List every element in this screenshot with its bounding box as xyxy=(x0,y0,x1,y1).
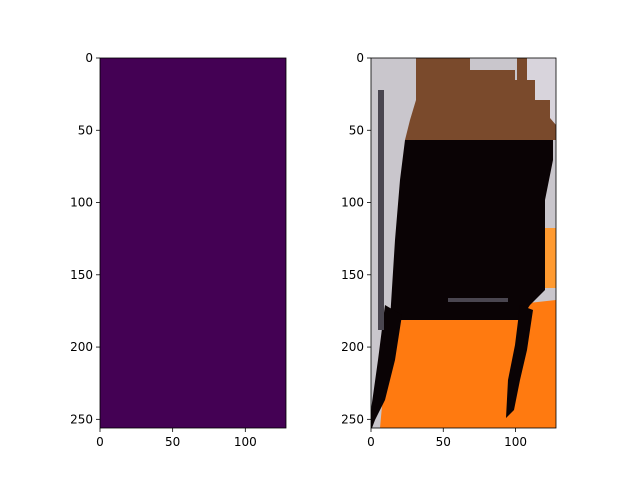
left-y-tick-label: 200 xyxy=(70,340,93,354)
right-y-tick-label: 50 xyxy=(349,123,364,137)
left-y-tick-label: 100 xyxy=(70,196,93,210)
table-leg-left xyxy=(371,305,402,428)
table-shadow-region xyxy=(390,140,553,320)
right-y-tick-label: 250 xyxy=(341,412,364,426)
left-x-tick-label: 0 xyxy=(96,435,104,449)
right-y-tick-label: 0 xyxy=(356,51,364,65)
left-x-tick-label: 100 xyxy=(234,435,257,449)
right-panel: 0 50 100 0 50 100 150 200 250 xyxy=(341,51,557,449)
left-axes-frame xyxy=(99,57,287,429)
tabletop-region xyxy=(405,58,556,140)
left-image-uniform xyxy=(100,58,286,428)
right-y-tick-label: 100 xyxy=(341,196,364,210)
table-rail xyxy=(448,298,508,302)
right-x-tick-label: 0 xyxy=(367,435,375,449)
wall-edge xyxy=(378,90,384,330)
right-x-tick-label: 50 xyxy=(436,435,451,449)
left-y-tick-label: 250 xyxy=(70,412,93,426)
left-panel: 0 50 100 0 50 100 150 200 250 xyxy=(70,51,287,449)
right-ticks: 0 50 100 0 50 100 150 200 250 xyxy=(341,51,527,449)
left-y-tick-label: 0 xyxy=(85,51,93,65)
right-y-tick-label: 150 xyxy=(341,268,364,282)
left-x-tick-label: 50 xyxy=(165,435,180,449)
table-leg-top xyxy=(517,58,527,88)
right-x-tick-label: 100 xyxy=(504,435,527,449)
right-y-tick-label: 200 xyxy=(341,340,364,354)
left-ticks: 0 50 100 0 50 100 150 200 250 xyxy=(70,51,257,449)
right-axes-frame xyxy=(370,57,557,429)
right-image-photo xyxy=(371,58,556,428)
left-y-tick-label: 150 xyxy=(70,268,93,282)
left-y-tick-label: 50 xyxy=(78,123,93,137)
table-leg-right xyxy=(506,305,533,418)
